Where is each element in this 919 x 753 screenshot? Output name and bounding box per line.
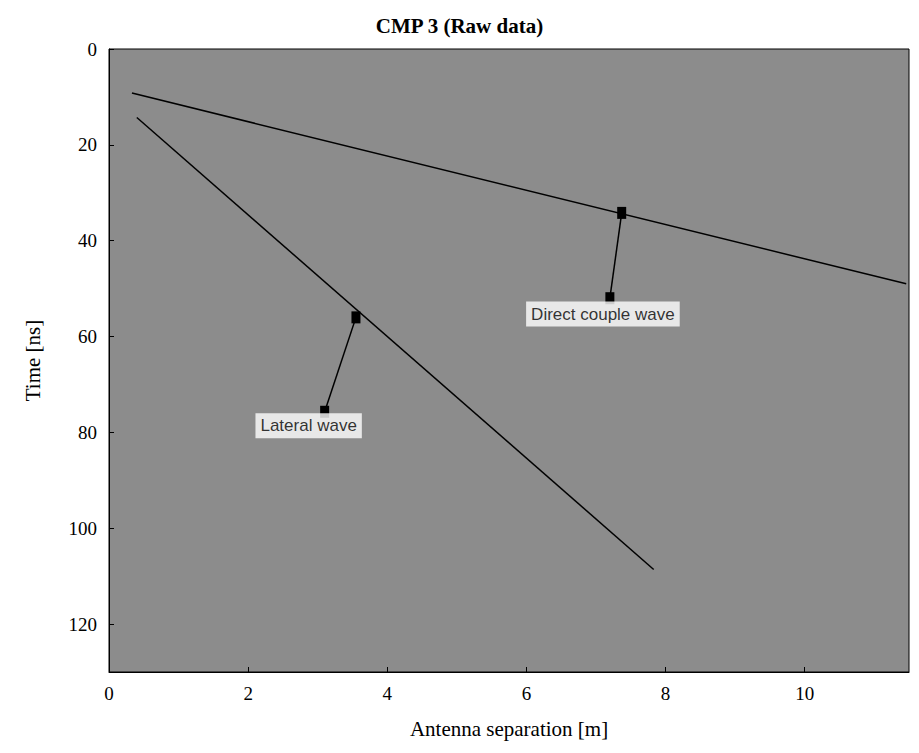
svg-text:2: 2 (243, 683, 253, 704)
svg-text:60: 60 (78, 326, 97, 347)
svg-text:20: 20 (78, 134, 97, 155)
svg-text:4: 4 (383, 683, 393, 704)
svg-text:0: 0 (104, 683, 114, 704)
svg-text:120: 120 (69, 614, 98, 635)
svg-text:8: 8 (661, 683, 671, 704)
svg-text:6: 6 (522, 683, 532, 704)
svg-text:Time [ns]: Time [ns] (21, 320, 45, 402)
svg-text:Direct couple wave: Direct couple wave (531, 305, 675, 324)
svg-text:CMP 3 (Raw data): CMP 3 (Raw data) (376, 14, 543, 38)
svg-text:0: 0 (88, 39, 98, 60)
svg-text:80: 80 (78, 422, 97, 443)
svg-text:100: 100 (69, 518, 98, 539)
svg-text:10: 10 (795, 683, 814, 704)
svg-text:Lateral wave: Lateral wave (260, 416, 356, 435)
svg-text:Antenna separation [m]: Antenna separation [m] (410, 717, 608, 741)
svg-text:40: 40 (78, 230, 97, 251)
